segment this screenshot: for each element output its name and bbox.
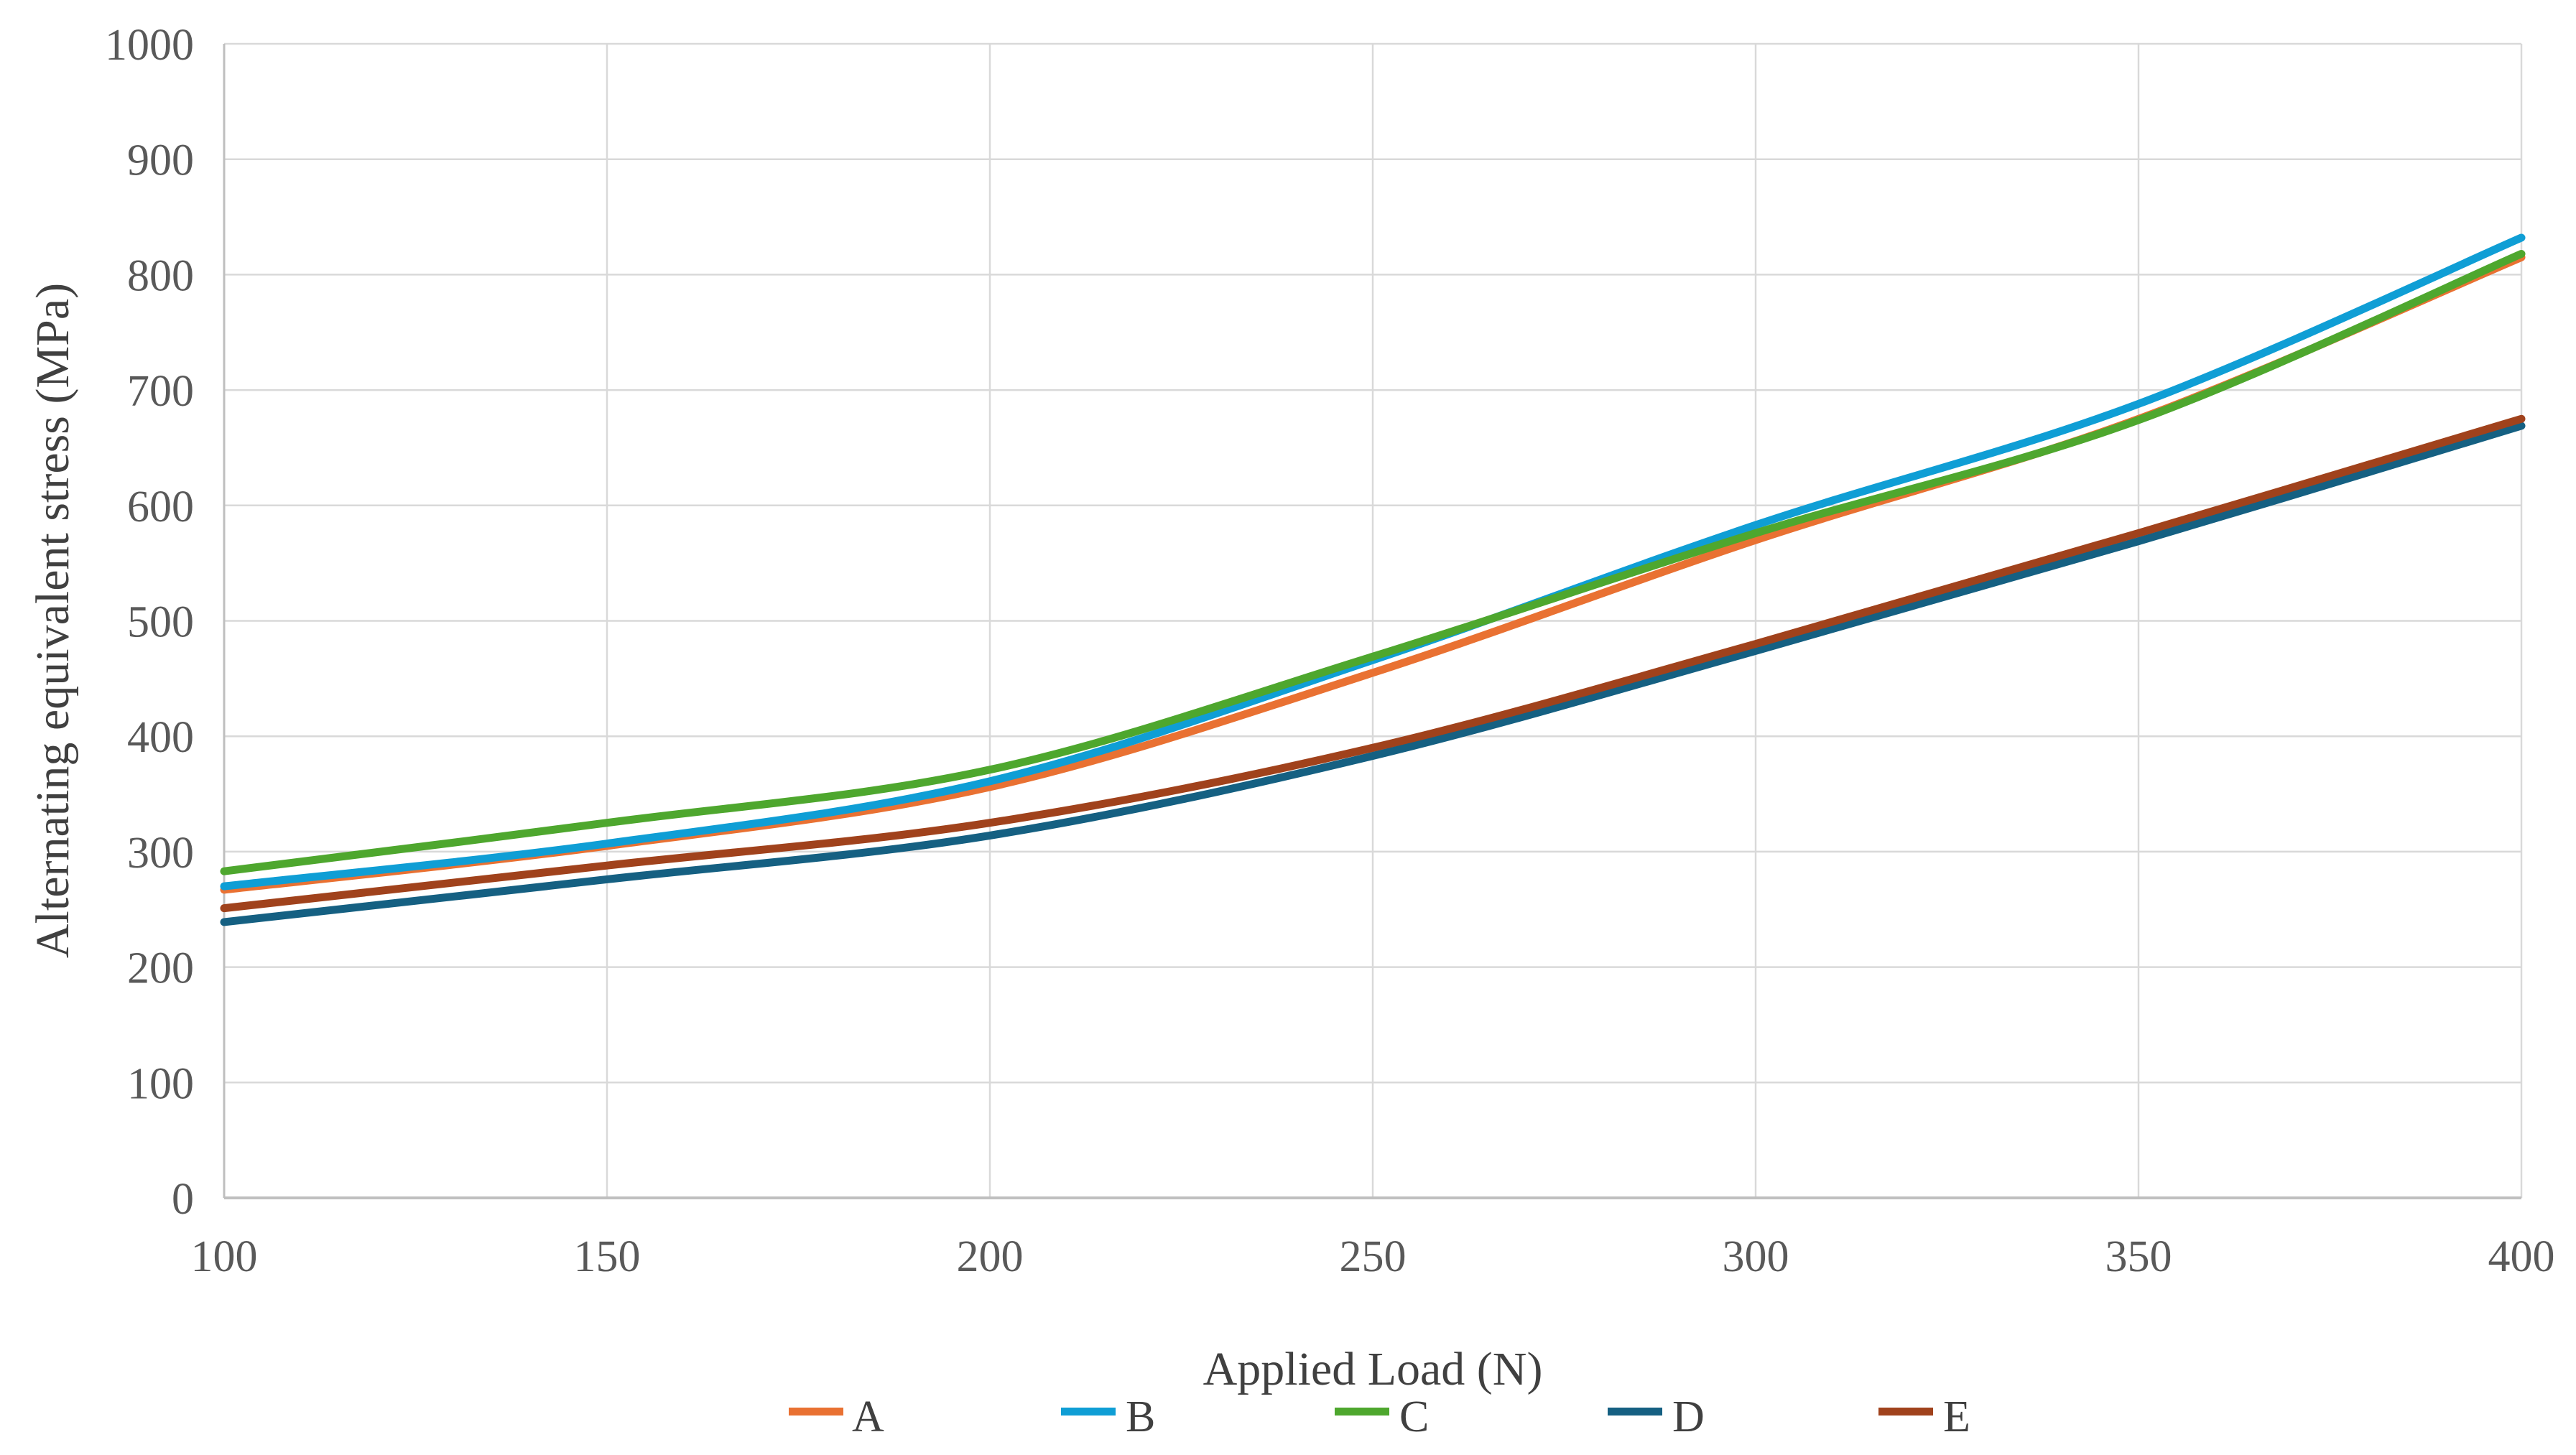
legend-label-b: B xyxy=(1126,1393,1155,1441)
x-tick-label: 200 xyxy=(957,1232,1024,1281)
x-tick-label: 250 xyxy=(1340,1232,1407,1281)
y-axis-title: Alternating equivalent stress (MPa) xyxy=(27,283,79,958)
legend-item-c: C xyxy=(1335,1393,1429,1441)
legend-label-d: D xyxy=(1672,1393,1705,1441)
y-tick-label: 1000 xyxy=(105,21,194,70)
legend-label-a: A xyxy=(852,1393,884,1441)
y-tick-label: 200 xyxy=(127,944,194,993)
legend-swatch-d xyxy=(1608,1408,1662,1416)
y-tick-label: 600 xyxy=(127,483,194,531)
x-axis-title: Applied Load (N) xyxy=(1203,1343,1543,1395)
y-tick-label: 500 xyxy=(127,598,194,647)
data-series xyxy=(220,233,2526,926)
gridlines xyxy=(224,42,2523,1198)
y-tick-label: 300 xyxy=(127,829,194,878)
y-tick-label: 900 xyxy=(127,136,194,185)
y-tick-label: 800 xyxy=(127,251,194,300)
legend-item-b: B xyxy=(1061,1393,1155,1441)
x-tick-label: 100 xyxy=(191,1232,258,1281)
series-line-c xyxy=(220,249,2526,875)
axes xyxy=(223,44,2521,1199)
y-tick-label: 700 xyxy=(127,367,194,416)
y-tick-label: 100 xyxy=(127,1059,194,1108)
legend-swatch-a xyxy=(789,1408,843,1416)
legend-item-e: E xyxy=(1878,1393,1970,1441)
tick-labels: 0 100 200 300 400 500 600 700 800 900 1000 100 150 20… xyxy=(105,21,2555,1281)
x-tick-label: 300 xyxy=(1723,1232,1789,1281)
legend-item-d: D xyxy=(1608,1393,1705,1441)
y-tick-label: 0 xyxy=(172,1175,194,1224)
series-line-e xyxy=(220,414,2526,913)
legend-label-e: E xyxy=(1943,1393,1970,1441)
legend: A B C D E xyxy=(789,1393,1970,1441)
y-tick-label: 400 xyxy=(127,713,194,762)
legend-swatch-c xyxy=(1335,1408,1389,1416)
legend-swatch-e xyxy=(1878,1408,1933,1416)
legend-item-a: A xyxy=(789,1393,884,1441)
x-tick-label: 400 xyxy=(2488,1232,2555,1281)
legend-swatch-b xyxy=(1061,1408,1116,1416)
series-line-d xyxy=(220,422,2526,926)
legend-label-c: C xyxy=(1399,1393,1429,1441)
x-tick-label: 150 xyxy=(574,1232,641,1281)
x-tick-label: 350 xyxy=(2105,1232,2172,1281)
